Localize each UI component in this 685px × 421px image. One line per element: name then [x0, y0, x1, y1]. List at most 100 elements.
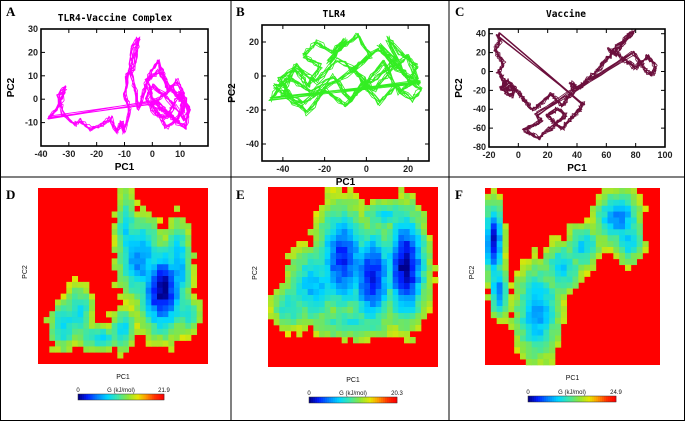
fel-cell-e [330, 319, 337, 326]
fel-cell-d [117, 211, 124, 218]
fel-cell-f [520, 311, 527, 319]
fel-cell-d [134, 299, 141, 306]
fel-cell-e [426, 253, 433, 260]
fel-cell-d [134, 276, 141, 283]
fel-cell-e [341, 253, 348, 260]
colorbar-max-label: 21.9 [158, 388, 170, 394]
fel-cell-f [590, 223, 597, 230]
fel-cell-e [421, 247, 428, 254]
fel-cell-e [341, 277, 348, 284]
fel-cell-d [174, 276, 181, 283]
fel-cell-d [162, 328, 169, 336]
fel-cell-d [196, 311, 203, 318]
fel-cell-e [279, 313, 286, 320]
fel-cell-f [531, 252, 538, 260]
fel-cell-d [77, 287, 84, 294]
fel-cell-d [179, 229, 186, 236]
fel-cell-d [83, 346, 90, 353]
colorbar-segment [363, 397, 366, 403]
fel-cell-e [358, 235, 365, 242]
fel-cell-e [319, 271, 326, 278]
fel-cell-e [426, 259, 433, 266]
fel-cell-e [330, 307, 337, 314]
fel-cell-f [595, 247, 603, 254]
fel-cell-f [601, 235, 608, 242]
colorbar-segment [534, 396, 537, 402]
fel-cell-f [601, 205, 608, 212]
colorbar-min-label: 0 [307, 391, 311, 397]
fel-cell-d [174, 281, 181, 289]
fel-cell-d [162, 317, 169, 324]
fel-cell-e [324, 307, 331, 314]
fel-cell-e [398, 223, 405, 230]
fel-cell-d [111, 234, 118, 242]
fel-cell-e [415, 241, 422, 248]
fel-cell-d [117, 305, 124, 312]
fel-cell-d [123, 276, 130, 283]
fel-cell-d [83, 311, 90, 318]
fel-cell-e [347, 223, 354, 230]
fel-cell-e [353, 301, 360, 308]
fel-cell-f [531, 282, 538, 289]
fel-cell-f [490, 235, 498, 242]
fel-cell-f [607, 235, 614, 242]
fel-cell-f [525, 270, 533, 277]
fel-cell-e [387, 241, 394, 248]
fel-cell-d [83, 305, 90, 312]
x-tick-label: 100 [657, 150, 672, 160]
fel-cell-e [324, 211, 331, 218]
fel-cell-d [162, 246, 169, 253]
fel-cell-d [145, 334, 152, 341]
fel-cell-d [128, 293, 135, 300]
fel-cell-f [578, 252, 585, 260]
fel-cell-e [313, 307, 320, 314]
colorbar-segment [550, 396, 553, 402]
fel-cell-e [279, 319, 286, 326]
panel-letter-b: B [236, 4, 245, 19]
fel-cell-e [387, 271, 394, 278]
fel-cell-e [341, 313, 348, 320]
fel-cell-d [89, 299, 96, 306]
colorbar-segment [101, 394, 104, 400]
fel-cell-e [302, 271, 309, 278]
fel-cell-e [387, 235, 394, 242]
fel-cell-d [128, 229, 135, 236]
y-axis-label: PC2 [469, 266, 476, 280]
fel-cell-e [398, 307, 405, 314]
fel-cell-d [140, 276, 147, 283]
fel-cell-d [185, 264, 192, 271]
fel-cell-d [168, 305, 175, 312]
fel-cell-e [370, 205, 377, 212]
fel-cell-f [531, 306, 538, 313]
fel-cell-f [560, 317, 568, 325]
fel-cell-d [140, 211, 147, 218]
fel-cell-e [375, 313, 382, 320]
y-tick-label: -60 [473, 123, 486, 133]
colorbar-segment [395, 397, 398, 403]
y-axis-label: PC2 [454, 78, 465, 98]
fel-cell-e [381, 265, 388, 272]
fel-cell-e [387, 205, 394, 212]
fel-cell-e [364, 253, 371, 260]
fel-cell-d [117, 217, 124, 224]
fel-cell-e [296, 259, 303, 266]
fel-cell-d [185, 293, 192, 300]
colorbar-segment [353, 397, 356, 403]
fel-cell-f [555, 323, 562, 330]
fel-cell-f [630, 217, 638, 224]
colorbar-segment [602, 396, 605, 402]
fel-cell-f [485, 211, 492, 218]
colorbar-segment [373, 397, 376, 403]
fel-cell-d [179, 246, 186, 253]
fel-cell-d [185, 270, 192, 277]
fel-cell-f [537, 317, 544, 325]
fel-cell-f [625, 247, 632, 254]
x-tick-label: 10 [175, 149, 185, 159]
fel-cell-e [415, 211, 422, 218]
fel-cell-e [409, 307, 416, 314]
fel-cell-d [134, 317, 141, 324]
fel-cell-e [341, 301, 348, 308]
fel-cell-e [364, 265, 371, 272]
fel-cell-e [319, 331, 326, 338]
fel-cell-d [179, 217, 186, 224]
